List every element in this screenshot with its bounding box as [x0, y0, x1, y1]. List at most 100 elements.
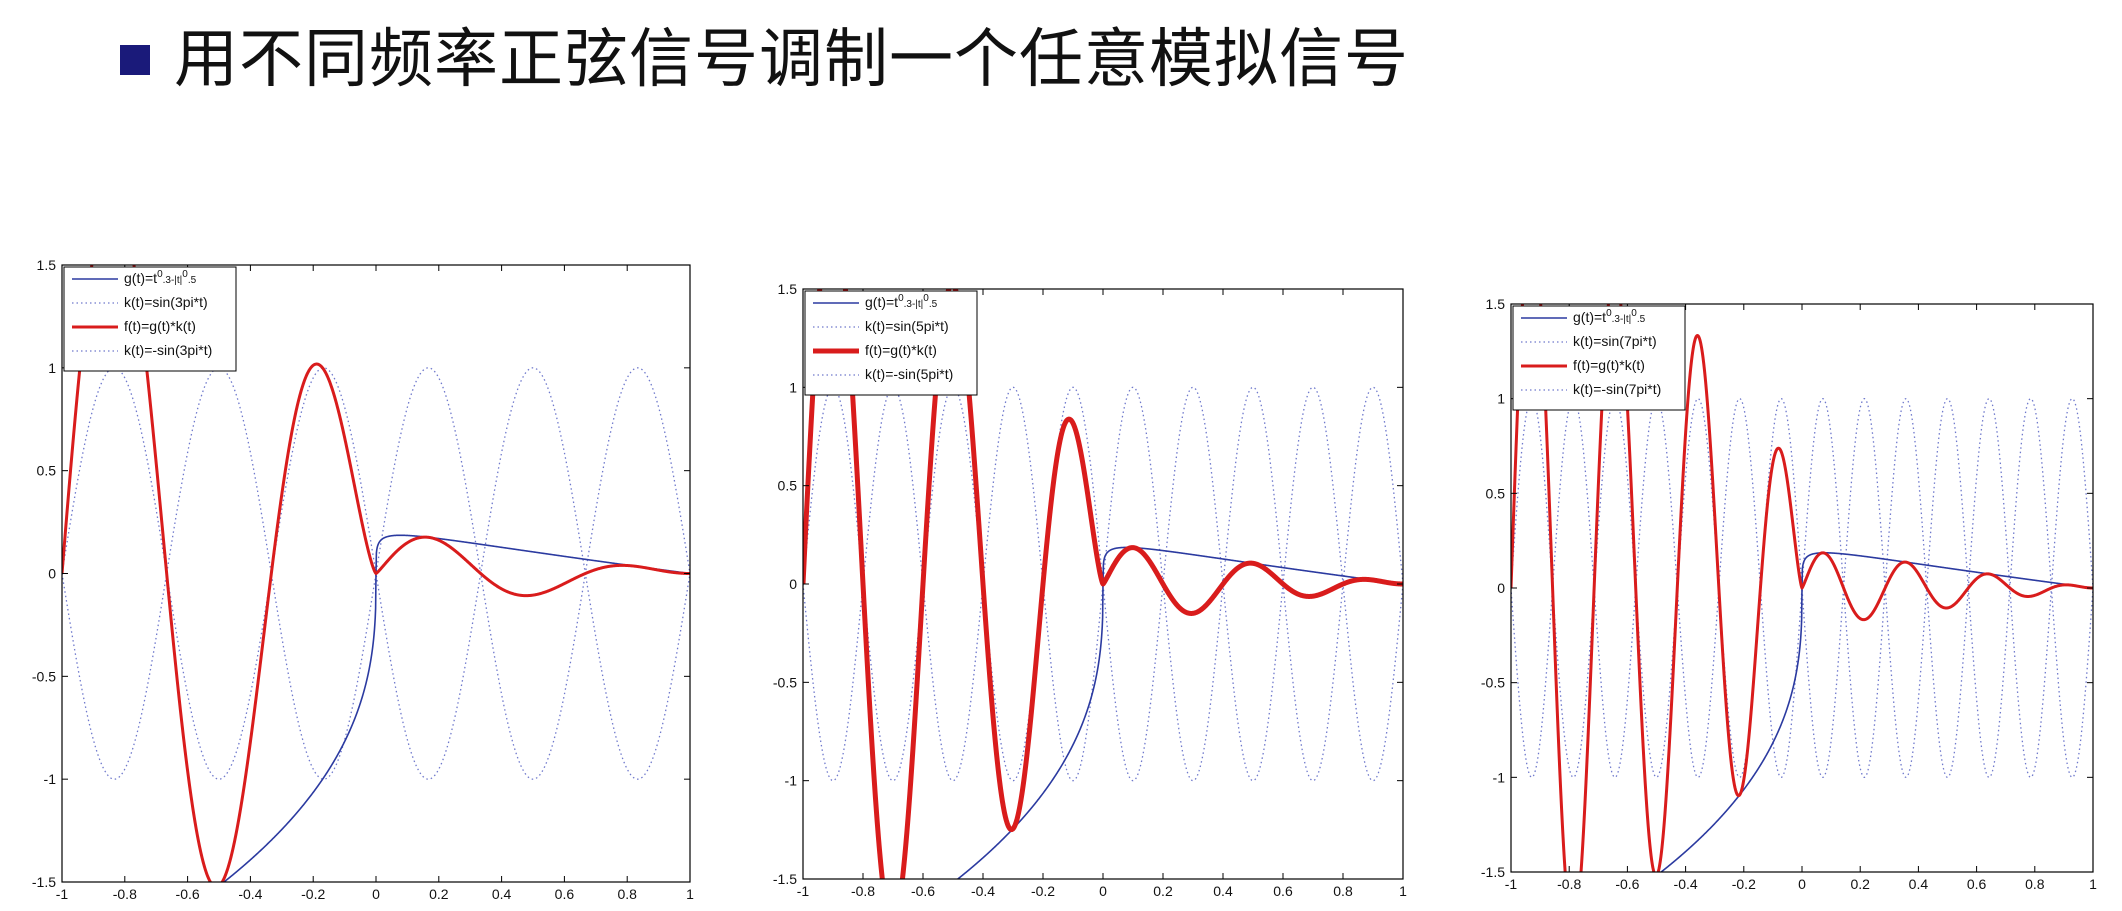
legend-text-part: .5	[929, 299, 938, 310]
x-tick-label: -0.8	[1557, 876, 1581, 892]
chart-sin-5pi: -1 -0.8 -0.6 -0.4 -0.2 0 0.2 0.4 0.6 0.8 1-1.5-1-0…	[773, 281, 1407, 899]
legend-text-part: f(t)=g(t)*k(t)	[1573, 357, 1645, 373]
legend-label: k(t)=sin(3pi*t)	[124, 294, 208, 310]
y-tick-label: -0.5	[32, 668, 56, 684]
y-tick-label: -1	[785, 773, 798, 789]
legend-text-part: f(t)=g(t)*k(t)	[865, 342, 937, 358]
x-tick-label: -0.2	[1732, 876, 1756, 892]
legend-label: f(t)=g(t)*k(t)	[124, 318, 196, 334]
y-tick-label: 1	[48, 360, 56, 376]
legend-superscript: 0	[1606, 308, 1612, 319]
legend-text-part: k(t)=-sin(5pi*t)	[865, 366, 953, 382]
y-tick-label: 1	[789, 379, 797, 395]
legend-text-part: f(t)=g(t)*k(t)	[124, 318, 196, 334]
legend-superscript: 0	[182, 269, 188, 280]
series-group	[62, 265, 690, 882]
x-tick-label: -1	[56, 886, 69, 902]
x-tick-label: -0.4	[1674, 876, 1698, 892]
x-tick-label: 1	[686, 886, 694, 902]
legend-text-part: .5	[1637, 314, 1646, 325]
legend-box	[1512, 305, 1686, 411]
y-tick-label: 1.5	[1486, 296, 1506, 312]
legend: g(t)=t0.3-|t|0.5 k(t)=sin(7pi*t) f(t)=g(t)…	[1512, 305, 1686, 411]
series-line-f	[803, 289, 1403, 879]
legend-box	[63, 266, 237, 372]
x-tick-label: 0	[372, 886, 380, 902]
x-tick-label: -0.6	[176, 886, 200, 902]
chart-sin-3pi: -1 -0.8 -0.6 -0.4 -0.2 0 0.2 0.4 0.6 0.8 1-1.5-1-0…	[32, 257, 694, 902]
legend-superscript: 0	[1631, 308, 1637, 319]
slide-title-text: 用不同频率正弦信号调制一个任意模拟信号	[174, 23, 1409, 97]
y-tick-label: 0.5	[37, 463, 57, 479]
y-tick-label: 0.5	[778, 478, 798, 494]
x-tick-label: -1	[1505, 876, 1518, 892]
y-tick-label: -1.5	[1481, 864, 1505, 880]
y-tick-label: 1	[1497, 391, 1505, 407]
x-tick-label: 0.2	[1850, 876, 1870, 892]
legend-text-part: .3-|t|	[904, 299, 924, 310]
chart-sin-7pi: -1 -0.8 -0.6 -0.4 -0.2 0 0.2 0.4 0.6 0.8 1-1.5-1-0…	[1481, 296, 2097, 892]
series-line-k_pos	[803, 386, 1403, 782]
legend-text-part: k(t)=sin(5pi*t)	[865, 318, 949, 334]
legend-label: k(t)=sin(7pi*t)	[1573, 333, 1657, 349]
y-tick-label: -1.5	[773, 871, 797, 887]
x-tick-label: -1	[797, 883, 810, 899]
series-group	[803, 289, 1403, 879]
y-tick-label: 0	[789, 576, 797, 592]
legend-text-part: .3-|t|	[163, 275, 183, 286]
legend-label: f(t)=g(t)*k(t)	[865, 342, 937, 358]
x-tick-label: 0.4	[1213, 883, 1233, 899]
legend: g(t)=t0.3-|t|0.5k(t)=sin(5pi*t)f(t)=g(t)…	[804, 290, 978, 396]
x-tick-label: 1	[1399, 883, 1407, 899]
x-tick-label: 1	[2089, 876, 2097, 892]
y-tick-label: 1.5	[778, 281, 798, 297]
legend-text-part: .3-|t|	[1612, 314, 1632, 325]
y-tick-label: -0.5	[1481, 675, 1505, 691]
legend-superscript: 0	[898, 293, 904, 304]
legend-text-part: k(t)=-sin(3pi*t)	[124, 342, 212, 358]
x-tick-label: 0	[1099, 883, 1107, 899]
x-tick-label: -0.2	[301, 886, 325, 902]
legend-label: g(t)=t0.3-|t|0.5	[865, 293, 938, 310]
y-tick-label: 0.5	[1486, 485, 1506, 501]
x-tick-label: -0.8	[851, 883, 875, 899]
series-line-f	[62, 265, 690, 882]
x-tick-label: 0.2	[1153, 883, 1173, 899]
legend-text-part: k(t)=-sin(7pi*t)	[1573, 381, 1661, 397]
legend-text-part: g(t)=t	[124, 270, 157, 286]
x-tick-label: 0.8	[1333, 883, 1353, 899]
legend-label: f(t)=g(t)*k(t)	[1573, 357, 1645, 373]
x-tick-label: 0.6	[555, 886, 575, 902]
y-tick-label: -0.5	[773, 674, 797, 690]
legend-label: g(t)=t0.3-|t|0.5	[1573, 308, 1646, 325]
y-tick-label: 0	[48, 566, 56, 582]
y-tick-label: -1.5	[32, 874, 56, 890]
legend-label: k(t)=-sin(5pi*t)	[865, 366, 953, 382]
x-tick-label: 0	[1798, 876, 1806, 892]
legend-text-part: g(t)=t	[865, 294, 898, 310]
legend-box	[804, 290, 978, 396]
legend-text-part: k(t)=sin(7pi*t)	[1573, 333, 1657, 349]
square-bullet-icon	[120, 45, 150, 76]
y-tick-label: 0	[1497, 580, 1505, 596]
x-tick-label: 0.6	[1273, 883, 1293, 899]
x-tick-label: 0.2	[429, 886, 449, 902]
legend-label: g(t)=t0.3-|t|0.5	[124, 269, 197, 286]
legend-label: k(t)=-sin(3pi*t)	[124, 342, 212, 358]
x-tick-label: 0.6	[1967, 876, 1987, 892]
legend: g(t)=t0.3-|t|0.5k(t)=sin(3pi*t)f(t)=g(t)…	[63, 266, 237, 372]
x-tick-label: 0.8	[617, 886, 637, 902]
x-tick-label: -0.2	[1031, 883, 1055, 899]
y-tick-label: -1	[1493, 769, 1506, 785]
slide-title: 用不同频率正弦信号调制一个任意模拟信号	[120, 22, 1409, 99]
x-tick-label: -0.6	[911, 883, 935, 899]
legend-text-part: k(t)=sin(3pi*t)	[124, 294, 208, 310]
legend-label: k(t)=-sin(7pi*t)	[1573, 381, 1661, 397]
y-tick-label: 1.5	[37, 257, 57, 273]
y-tick-label: -1	[44, 771, 57, 787]
x-tick-label: -0.6	[1615, 876, 1639, 892]
x-tick-label: -0.4	[971, 883, 995, 899]
x-tick-label: 0.8	[2025, 876, 2045, 892]
legend-text-part: .5	[188, 275, 197, 286]
